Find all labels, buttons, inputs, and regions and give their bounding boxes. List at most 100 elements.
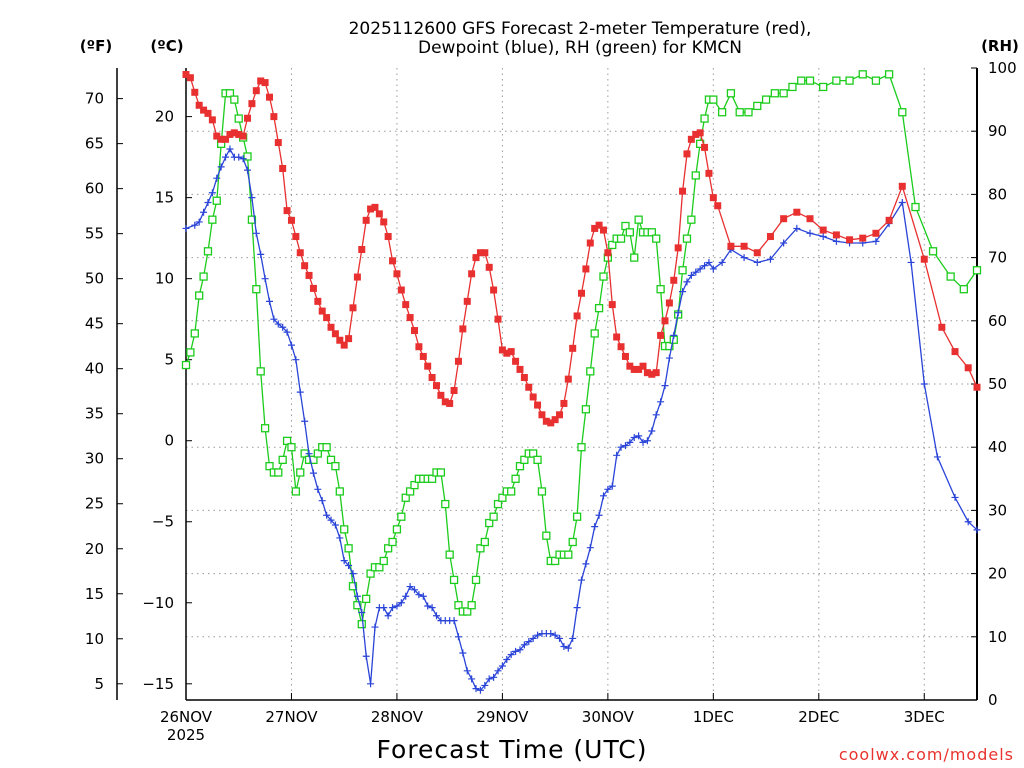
rh-point — [212, 196, 221, 205]
rh-point — [898, 108, 907, 117]
dewpoint-point — [529, 634, 537, 642]
temperature-point — [336, 336, 344, 344]
temperature-point — [529, 393, 537, 401]
rh-point — [476, 544, 485, 553]
dewpoint-point — [393, 602, 401, 610]
dewpoint-point — [191, 221, 199, 229]
temperature-point — [578, 289, 585, 297]
rh-point — [647, 228, 656, 237]
temperature-point — [586, 239, 594, 247]
temperature-point — [274, 139, 282, 147]
rh-point — [265, 462, 274, 471]
temperature-point — [687, 135, 695, 143]
dewpoint-point — [665, 354, 673, 362]
rh-point — [375, 563, 384, 572]
rh-series — [181, 70, 982, 629]
dewpoint-point — [920, 380, 928, 388]
temperature-point — [415, 343, 423, 351]
dewpoint-point — [204, 199, 212, 207]
dewpoint-point — [217, 163, 225, 171]
dewpoint-point — [621, 442, 629, 450]
rh-point — [770, 89, 780, 98]
rh-point — [427, 474, 437, 483]
dewpoint-point — [419, 592, 427, 600]
rh-point — [195, 291, 204, 300]
temperature-point — [252, 87, 260, 95]
fahrenheit-tick-label: 60 — [85, 180, 104, 198]
dewpoint-point — [516, 646, 524, 654]
dewpoint-point — [591, 523, 599, 531]
dewpoint-point — [604, 485, 612, 493]
dewpoint-point — [349, 570, 357, 578]
temperature-point — [714, 202, 722, 210]
rh-tick-label: 30 — [988, 501, 1007, 519]
dewpoint-point — [705, 258, 713, 266]
rh-point — [379, 556, 388, 566]
dewpoint-point — [279, 323, 287, 331]
rh-point — [717, 108, 727, 117]
dewpoint-point — [226, 145, 234, 153]
dewpoint-point — [630, 433, 638, 441]
dewpoint-point — [692, 268, 700, 276]
rh-point — [348, 582, 358, 591]
x-tick-label: 1DEC — [693, 708, 734, 726]
temperature-point — [327, 323, 335, 331]
temperature-point — [516, 365, 524, 373]
dewpoint-point — [520, 641, 528, 649]
dewpoint-point — [766, 255, 774, 263]
rh-point — [700, 114, 709, 123]
temperature-point — [318, 307, 326, 315]
celsius-tick-label: 10 — [155, 270, 174, 288]
temperature-point — [705, 169, 713, 177]
rh-point — [397, 512, 406, 521]
dewpoint-point — [534, 631, 542, 639]
dewpoint-point — [525, 638, 533, 646]
dewpoint-point — [701, 262, 709, 270]
dewpoint-point — [459, 649, 467, 657]
x-tick-label: 27NOV — [265, 708, 318, 726]
dewpoint-point — [415, 591, 423, 599]
temperature-point — [450, 386, 458, 394]
dewpoint-point — [683, 278, 691, 286]
rh-point — [392, 525, 402, 534]
temperature-point — [709, 194, 717, 202]
dewpoint-point — [608, 482, 616, 490]
temperature-point — [287, 216, 295, 224]
temperature-series — [182, 70, 981, 427]
rh-point — [691, 171, 700, 180]
rh-point — [247, 215, 257, 224]
rh-point — [634, 215, 643, 224]
rh-point — [564, 550, 573, 559]
rh-tick-label: 40 — [988, 438, 1007, 456]
temperature-point — [476, 249, 484, 257]
temperature-point — [617, 343, 625, 351]
temperature-point — [643, 369, 651, 377]
temperature-point — [542, 417, 550, 425]
temperature-point — [635, 365, 643, 373]
dewpoint-point — [498, 662, 506, 670]
rh-point — [313, 449, 322, 458]
temperature-point — [793, 208, 801, 216]
rh-point — [542, 531, 551, 540]
dewpoint-point — [476, 686, 484, 694]
credit-link[interactable]: coolwx.com/models — [839, 745, 1014, 764]
dewpoint-point — [898, 199, 906, 207]
temperature-point — [938, 323, 946, 331]
dewpoint-point — [235, 153, 243, 161]
dewpoint-series — [182, 145, 981, 694]
temperature-point — [507, 348, 515, 356]
temperature-point — [920, 255, 928, 263]
celsius-unit-label: (ºC) — [150, 37, 183, 55]
temperature-point — [665, 299, 673, 307]
temperature-point — [454, 357, 462, 365]
dewpoint-point — [560, 643, 568, 651]
dewpoint-point — [261, 275, 269, 283]
dewpoint-point — [951, 493, 959, 501]
dewpoint-point — [305, 450, 313, 458]
dewpoint-point — [213, 174, 221, 182]
temperature-point — [696, 129, 704, 137]
rh-tick-label: 20 — [988, 565, 1007, 583]
x-tick-label: 26NOV — [160, 708, 213, 726]
rh-point — [946, 272, 955, 281]
